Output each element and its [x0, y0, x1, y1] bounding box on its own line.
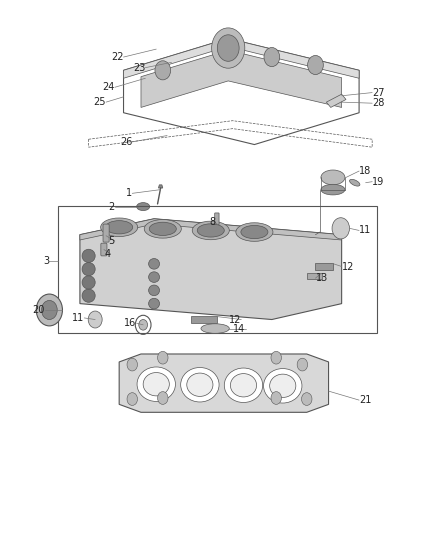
- Polygon shape: [80, 219, 341, 319]
- Circle shape: [155, 61, 170, 80]
- Text: 19: 19: [371, 176, 384, 187]
- Ellipse shape: [269, 374, 295, 398]
- Ellipse shape: [240, 225, 267, 239]
- Polygon shape: [306, 273, 321, 279]
- Text: 23: 23: [133, 63, 145, 72]
- Ellipse shape: [197, 224, 224, 237]
- Text: 1: 1: [126, 188, 132, 198]
- Text: 12: 12: [341, 262, 353, 271]
- Circle shape: [88, 311, 102, 328]
- Circle shape: [217, 35, 239, 61]
- Circle shape: [127, 358, 137, 371]
- Text: 26: 26: [120, 137, 132, 147]
- Circle shape: [157, 392, 168, 405]
- Ellipse shape: [230, 374, 256, 397]
- Text: 8: 8: [208, 217, 215, 228]
- Text: 28: 28: [371, 98, 384, 108]
- Ellipse shape: [82, 263, 95, 276]
- Ellipse shape: [82, 276, 95, 289]
- Ellipse shape: [82, 289, 95, 302]
- Ellipse shape: [320, 184, 344, 195]
- Text: 27: 27: [371, 87, 384, 98]
- Ellipse shape: [235, 223, 272, 241]
- Text: 18: 18: [358, 166, 371, 176]
- Ellipse shape: [149, 222, 176, 236]
- Text: 2: 2: [108, 201, 115, 212]
- Circle shape: [297, 358, 307, 371]
- Ellipse shape: [143, 373, 169, 396]
- Ellipse shape: [186, 373, 212, 397]
- Ellipse shape: [100, 218, 138, 237]
- Text: 14: 14: [233, 324, 245, 334]
- Circle shape: [263, 47, 279, 67]
- Text: 3: 3: [43, 256, 49, 266]
- Polygon shape: [119, 354, 328, 413]
- Ellipse shape: [263, 368, 301, 403]
- Circle shape: [157, 351, 168, 364]
- Text: 11: 11: [358, 225, 371, 236]
- Text: 16: 16: [124, 318, 136, 328]
- Text: 4: 4: [104, 249, 110, 259]
- Polygon shape: [123, 38, 358, 78]
- Text: 13: 13: [315, 273, 327, 283]
- Ellipse shape: [201, 324, 229, 333]
- Circle shape: [301, 393, 311, 406]
- Ellipse shape: [320, 170, 344, 185]
- Text: 22: 22: [111, 52, 123, 62]
- Circle shape: [270, 351, 281, 364]
- FancyBboxPatch shape: [103, 224, 109, 242]
- Circle shape: [270, 392, 281, 405]
- Polygon shape: [141, 50, 341, 108]
- Polygon shape: [325, 94, 345, 108]
- FancyBboxPatch shape: [101, 243, 107, 256]
- Ellipse shape: [148, 259, 159, 269]
- Text: 24: 24: [102, 82, 115, 92]
- Ellipse shape: [148, 285, 159, 296]
- Circle shape: [331, 217, 349, 239]
- Circle shape: [36, 294, 62, 326]
- Text: 5: 5: [108, 236, 115, 246]
- Bar: [58, 206, 376, 333]
- Ellipse shape: [180, 368, 219, 402]
- Ellipse shape: [82, 249, 95, 263]
- Circle shape: [307, 55, 322, 75]
- Circle shape: [127, 393, 137, 406]
- Ellipse shape: [136, 203, 149, 211]
- Ellipse shape: [106, 221, 132, 234]
- Ellipse shape: [144, 220, 181, 238]
- FancyBboxPatch shape: [214, 213, 219, 224]
- Text: 11: 11: [72, 313, 84, 323]
- Circle shape: [211, 28, 244, 68]
- Polygon shape: [158, 185, 162, 188]
- Text: 20: 20: [32, 305, 45, 315]
- Ellipse shape: [192, 221, 229, 240]
- Ellipse shape: [137, 367, 175, 401]
- Polygon shape: [315, 263, 332, 270]
- Circle shape: [42, 301, 57, 319]
- Polygon shape: [80, 219, 341, 240]
- Ellipse shape: [224, 368, 262, 402]
- Ellipse shape: [148, 272, 159, 282]
- Ellipse shape: [148, 298, 159, 309]
- Polygon shape: [191, 317, 217, 322]
- Circle shape: [138, 319, 147, 330]
- Ellipse shape: [349, 180, 359, 186]
- Text: 12: 12: [228, 314, 241, 325]
- Text: 21: 21: [358, 395, 371, 405]
- Text: 25: 25: [93, 97, 106, 107]
